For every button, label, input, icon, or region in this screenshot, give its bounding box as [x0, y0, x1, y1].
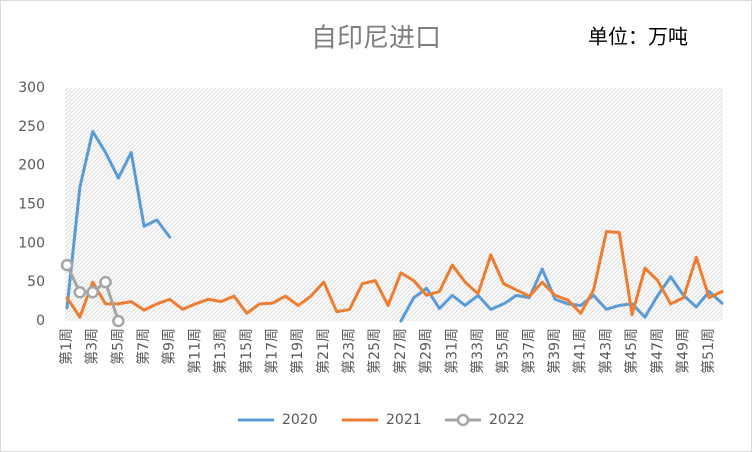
y-tick-label: 0 [36, 313, 45, 329]
series-line [65, 129, 172, 310]
x-tick-label: 第15周 [238, 328, 255, 374]
x-tick-label: 第31周 [443, 328, 460, 374]
x-tick-label: 第39周 [546, 328, 563, 374]
plot-area [65, 88, 723, 321]
x-tick-label: 第29周 [418, 328, 435, 374]
series-marker [112, 314, 125, 328]
x-tick-label: 第27周 [392, 328, 409, 374]
x-tick-label: 第43周 [597, 328, 614, 374]
x-tick-label: 第41周 [572, 328, 589, 374]
x-tick-label: 第33周 [469, 328, 486, 374]
x-tick-label: 第45周 [623, 328, 640, 374]
chart-title: 自印尼进口 [311, 24, 441, 54]
x-tick-label: 第23周 [341, 328, 358, 374]
x-tick-label: 第9周 [161, 328, 178, 365]
legend-marker [456, 413, 470, 427]
y-tick-label: 100 [18, 235, 45, 251]
series-marker [99, 275, 112, 289]
x-tick-label: 第3周 [84, 328, 101, 365]
x-tick-label: 第47周 [649, 328, 666, 374]
x-tick-label: 第1周 [58, 328, 75, 365]
series-line [399, 267, 724, 323]
y-tick-label: 200 [18, 158, 45, 174]
series-line [65, 230, 724, 319]
x-tick-label: 第19周 [289, 328, 306, 374]
x-tick-label: 第37周 [520, 328, 537, 374]
x-tick-label: 第35周 [495, 328, 512, 374]
x-tick-label: 第25周 [366, 328, 383, 374]
y-tick-label: 300 [18, 80, 45, 96]
legend-label: 2022 [489, 412, 525, 428]
y-tick-label: 150 [18, 197, 45, 213]
x-tick-label: 第13周 [212, 328, 229, 374]
x-tick-label: 第7周 [135, 328, 152, 365]
y-tick-label: 50 [27, 274, 45, 290]
x-tick-label: 第51周 [700, 328, 717, 374]
series-marker [86, 286, 99, 299]
y-tick-label: 250 [18, 119, 45, 135]
series-marker [73, 286, 87, 299]
series-marker [60, 258, 74, 272]
x-tick-label: 第21周 [315, 328, 332, 374]
unit-label: 单位：万吨 [588, 25, 688, 49]
legend-label: 2021 [386, 412, 422, 428]
legend-label: 2020 [282, 412, 318, 428]
x-tick-label: 第5周 [109, 328, 126, 365]
x-tick-label: 第49周 [674, 328, 691, 374]
x-tick-label: 第17周 [263, 328, 280, 374]
x-tick-label: 第11周 [186, 328, 203, 374]
